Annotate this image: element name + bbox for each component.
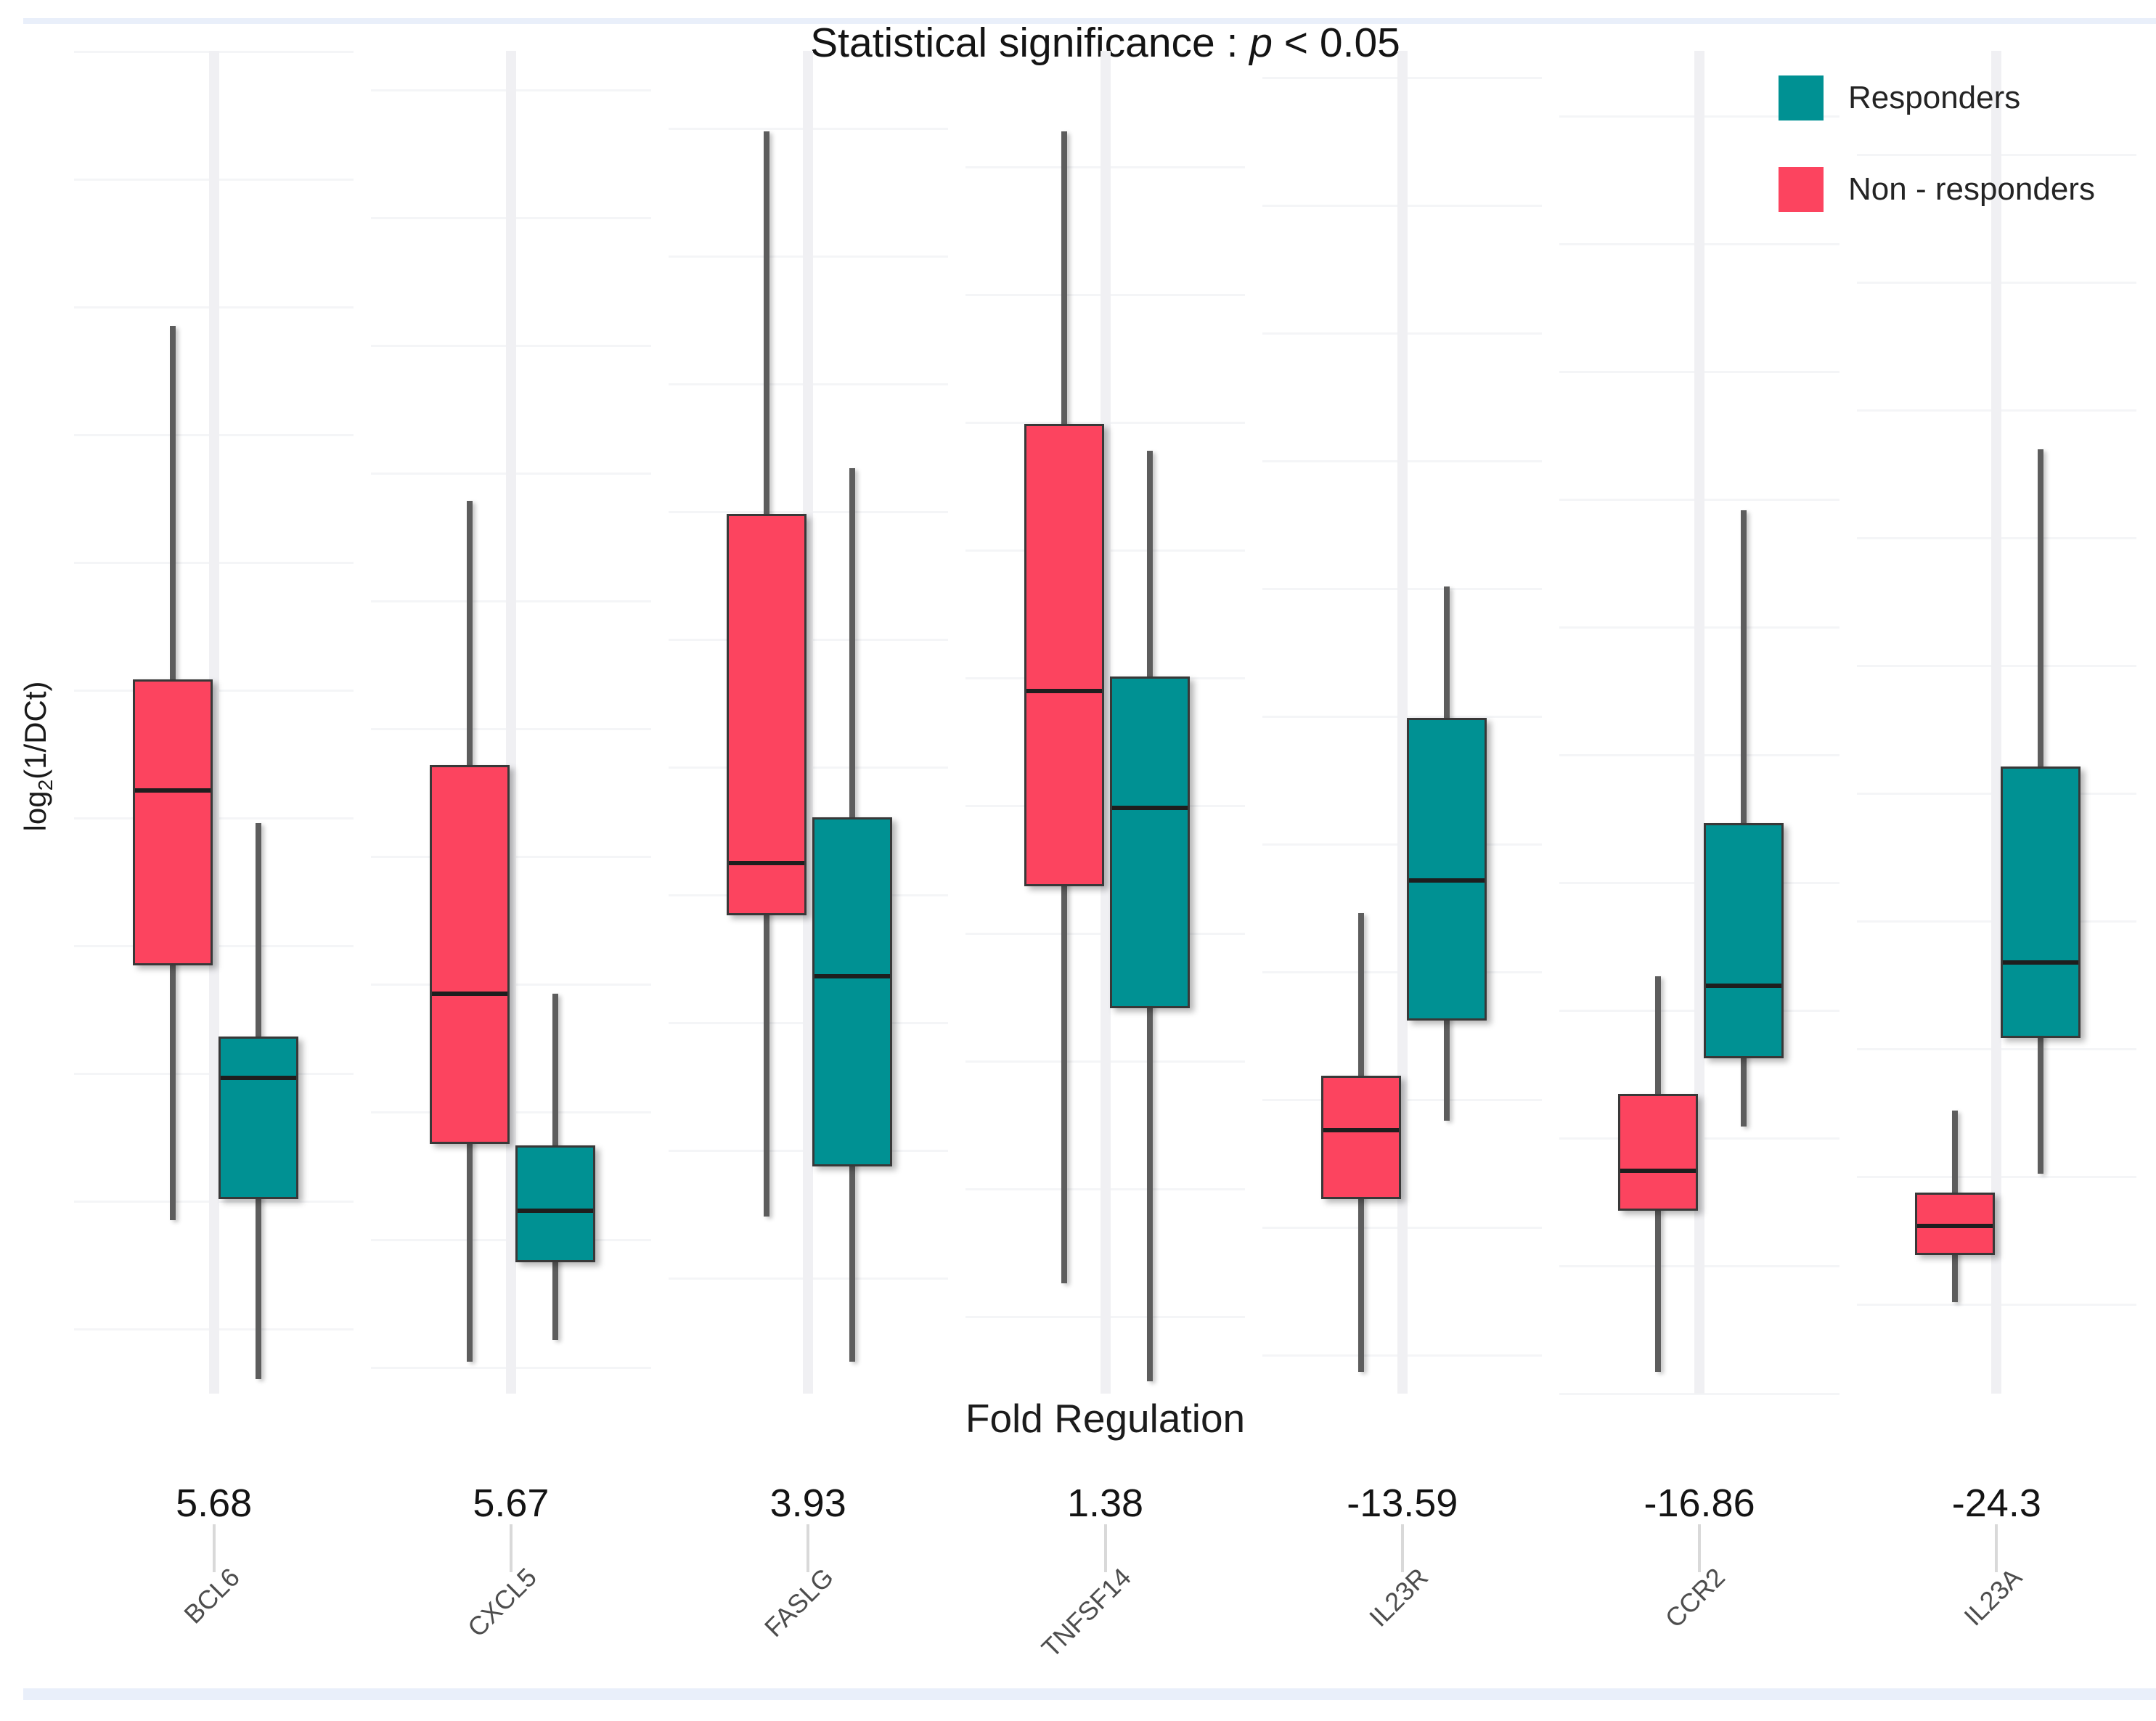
responders-box (1109, 676, 1190, 1009)
fold-regulation-value: 1.38 (1066, 1481, 1144, 1525)
gridline-vertical (803, 51, 814, 1394)
non-responders-swatch-icon (1779, 167, 1824, 212)
legend: Responders Non - responders (1779, 75, 2095, 258)
responders-box-median-line (2003, 960, 2079, 965)
bottom-page-strip (23, 1688, 2156, 1700)
gene-axis-tick (1103, 1524, 1107, 1572)
nonresponders-box-median-line (1917, 1223, 1993, 1228)
nonresponders-box-median-line (1026, 689, 1102, 694)
fold-regulation-value: 5.68 (176, 1481, 253, 1525)
legend-item-non-responders: Non - responders (1779, 167, 2095, 212)
y-axis-label-sub: 2 (34, 779, 57, 791)
gridline-vertical (1991, 51, 2002, 1394)
nonresponders-box (1618, 1094, 1699, 1211)
gene-axis-tick (212, 1524, 216, 1572)
responders-box (1406, 718, 1487, 1021)
nonresponders-box-median-line (1323, 1128, 1399, 1133)
responders-box-median-line (1408, 878, 1485, 883)
legend-label-non-responders: Non - responders (1848, 171, 2095, 207)
responders-box-median-line (220, 1076, 296, 1081)
legend-item-responders: Responders (1779, 75, 2095, 120)
gene-axis-tick (807, 1524, 810, 1572)
nonresponders-box-median-line (431, 991, 507, 996)
legend-label-responders: Responders (1848, 80, 2021, 115)
responders-box-whisker (1741, 510, 1747, 1127)
responders-box-median-line (814, 973, 891, 978)
nonresponders-box (727, 514, 807, 916)
x-axis-title: Fold Regulation (965, 1396, 1246, 1441)
nonresponders-box (1024, 424, 1104, 886)
fold-regulation-value: 3.93 (769, 1481, 846, 1525)
chart-title-suffix: < 0.05 (1272, 20, 1400, 66)
gene-axis-tick (1400, 1524, 1404, 1572)
gridline-vertical (505, 51, 516, 1394)
responders-box (515, 1145, 595, 1262)
nonresponders-box (429, 765, 510, 1144)
gridline-vertical (1100, 51, 1111, 1394)
responders-box (218, 1036, 298, 1199)
fold-regulation-value: -24.3 (1951, 1481, 2041, 1525)
responders-box-median-line (517, 1209, 593, 1214)
gridline-horizontal (1559, 1393, 1839, 1395)
y-axis-label-pre: log (17, 790, 52, 832)
gridline-vertical (208, 51, 219, 1394)
y-axis-label-post: (1/DCt) (17, 681, 52, 780)
gene-axis-tick (1698, 1524, 1702, 1572)
gene-axis-tick (509, 1524, 513, 1572)
gridline-vertical (1694, 51, 1705, 1394)
responders-swatch-icon (1779, 75, 1824, 120)
responders-box-median-line (1111, 806, 1188, 811)
y-axis-label: log2(1/DCt) (18, 682, 57, 832)
gridline-vertical (1397, 51, 1408, 1394)
nonresponders-box (132, 679, 213, 965)
fold-regulation-value: -16.86 (1643, 1481, 1755, 1525)
responders-box (2001, 767, 2081, 1038)
responders-box (1704, 822, 1784, 1058)
responders-box-median-line (1706, 983, 1782, 988)
nonresponders-box-median-line (134, 788, 211, 793)
chart-title-prefix: Statistical significance : (810, 20, 1250, 66)
fold-regulation-value: -13.59 (1347, 1481, 1458, 1525)
chart-title-p: p (1249, 20, 1273, 66)
gene-axis-tick (1995, 1524, 1998, 1572)
responders-box (812, 817, 893, 1167)
nonresponders-box-median-line (1620, 1168, 1696, 1173)
top-page-strip (23, 18, 2156, 24)
chart-title: Statistical significance : p < 0.05 (65, 19, 2145, 67)
fold-regulation-value: 5.67 (473, 1481, 550, 1525)
nonresponders-box-median-line (729, 861, 805, 866)
nonresponders-box (1320, 1075, 1401, 1199)
